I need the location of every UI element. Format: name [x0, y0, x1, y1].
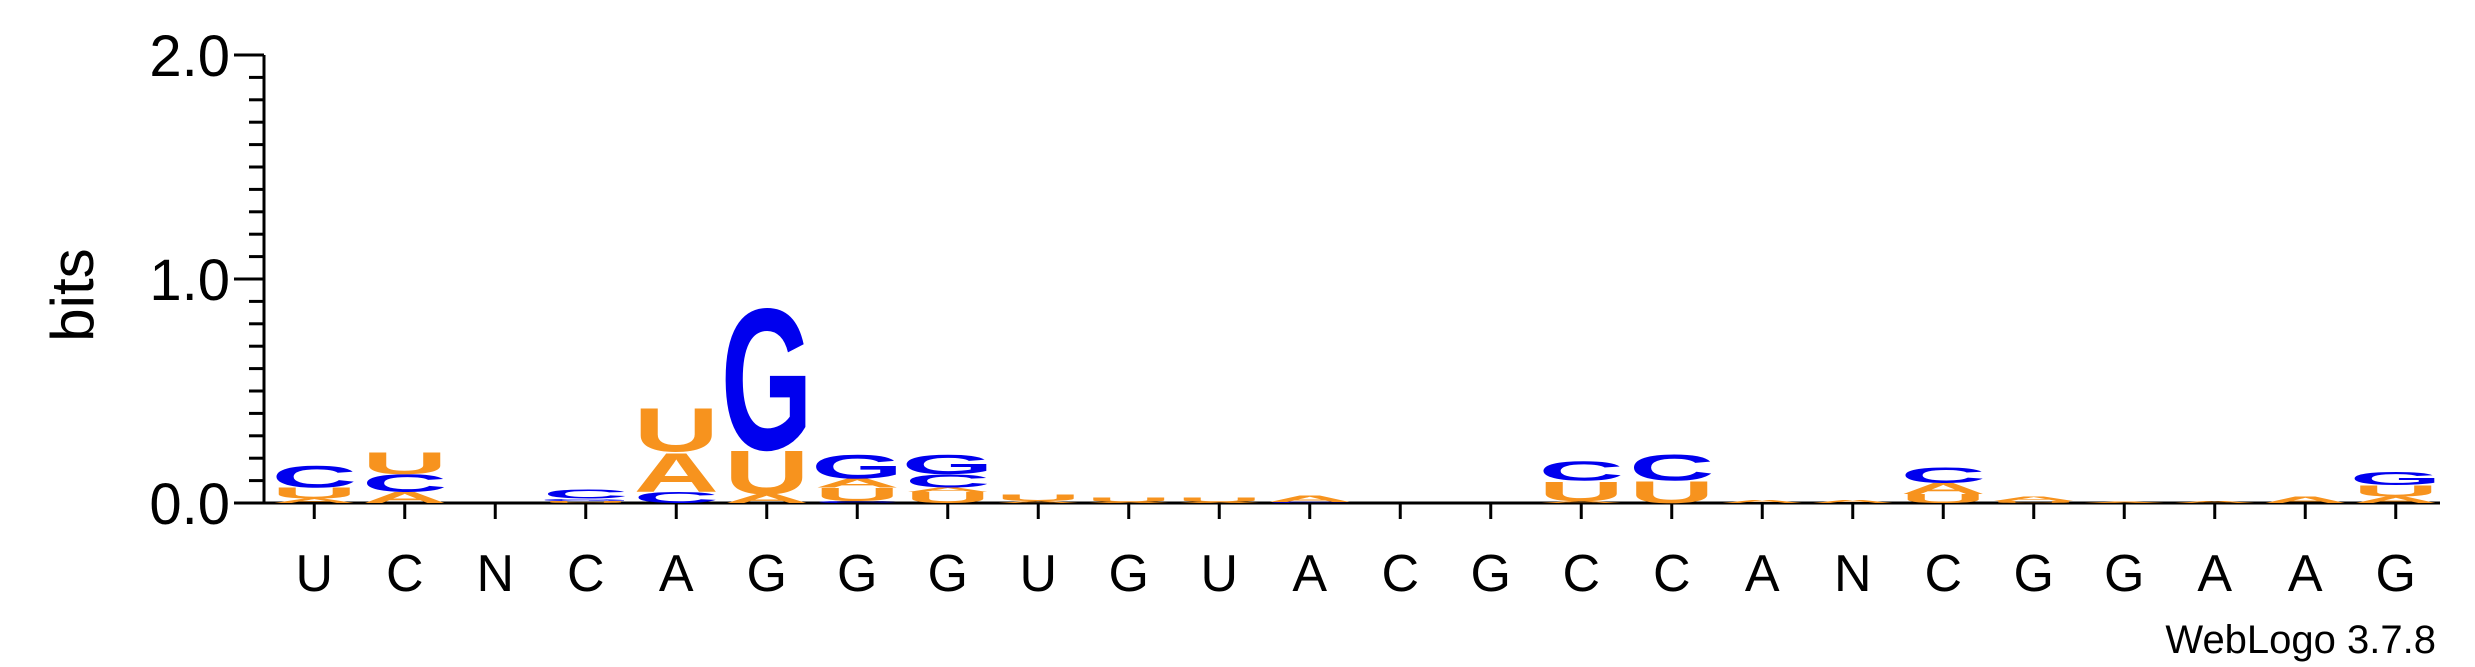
logo-letter: A	[724, 492, 809, 506]
logo-letter: G	[2350, 468, 2442, 489]
y-tick-label: 0.0	[149, 472, 230, 537]
logo-letter: A	[815, 476, 900, 490]
logo-letter: C	[815, 500, 900, 503]
logo-letter: U	[1901, 492, 1986, 506]
logo-letter: C	[362, 470, 447, 498]
x-tick-label: C	[1381, 545, 1419, 603]
x-tick-label: C	[1924, 545, 1962, 603]
logo-letter: U	[905, 489, 990, 506]
x-tick-label: A	[1292, 545, 1327, 603]
x-tick-label: G	[2104, 545, 2144, 603]
y-axis-label: bits	[39, 248, 106, 341]
logo-letter: A	[905, 486, 990, 493]
logo-letter: C	[905, 470, 990, 491]
logo-letter: G	[721, 267, 813, 493]
x-tick-label: G	[747, 545, 787, 603]
logo-letter: C	[634, 489, 719, 506]
logo-letter: A	[996, 500, 1081, 503]
logo-letter: A	[2082, 502, 2167, 504]
x-tick-label: G	[2376, 545, 2416, 603]
logo-letter: A	[272, 497, 357, 504]
x-tick-label: N	[1834, 545, 1872, 603]
x-tick-label: A	[1745, 545, 1780, 603]
logo-letter: U	[634, 396, 719, 465]
logo-letter: U	[543, 500, 628, 503]
logo-letter: A	[1539, 500, 1624, 503]
x-tick-label: G	[837, 545, 877, 603]
x-tick-label: C	[567, 545, 605, 603]
logo-letter: U	[724, 439, 809, 508]
logo-letter: U	[272, 484, 357, 501]
logo-letter: U	[362, 446, 447, 481]
x-tick-label: A	[2197, 545, 2232, 603]
x-tick-label: G	[928, 545, 968, 603]
chart-axes: 0.0 1.0 2.0	[149, 24, 2440, 537]
x-tick-label: G	[1109, 545, 1149, 603]
logo-letter: U	[2353, 482, 2438, 499]
x-tick-label: U	[1200, 545, 1238, 603]
logo-letter: G	[540, 498, 632, 501]
x-tick-label: N	[476, 545, 514, 603]
x-tick-label: U	[295, 545, 333, 603]
logo-letter: A	[2172, 500, 2257, 503]
logo-letter: U	[1086, 496, 1171, 503]
logo-letter: A	[1177, 502, 1262, 504]
logo-letter: U	[1539, 476, 1624, 507]
logo-letter: A	[634, 441, 719, 504]
weblogo-credit: WebLogo 3.7.8	[2165, 618, 2436, 662]
y-tick-label: 1.0	[149, 248, 230, 313]
logo-letter: A	[1901, 480, 1986, 497]
logo-letter: A	[2263, 495, 2348, 505]
x-tick-label: A	[659, 545, 694, 603]
x-tick-label: U	[1019, 545, 1057, 603]
logo-letter: U	[1629, 475, 1714, 510]
x-tick-label: G	[2014, 545, 2054, 603]
x-tick-label: C	[1562, 545, 1600, 603]
logo-letter: A	[1267, 493, 1352, 503]
logo-letter: U	[815, 484, 900, 505]
logo-letter: G	[902, 449, 994, 480]
x-tick-label: A	[2288, 545, 2323, 603]
logo-letter: U	[996, 492, 1081, 502]
logo-letter: U	[1991, 500, 2076, 503]
logo-letter: C	[1539, 455, 1624, 486]
logo-letter: A	[1991, 495, 2076, 502]
logo-letter: U	[1177, 496, 1262, 503]
logo-letter: C	[543, 487, 628, 501]
logo-letter: C	[1267, 502, 1352, 504]
x-tick-label: G	[1471, 545, 1511, 603]
y-tick-label: 2.0	[149, 24, 230, 89]
x-tick-label: C	[1653, 545, 1691, 603]
logo-letter: C	[272, 460, 357, 495]
logo-letter: A	[1086, 502, 1171, 504]
logo-letter: G	[811, 448, 903, 486]
logo-letter: A	[1720, 499, 1805, 504]
logo-letter: C	[1901, 463, 1986, 487]
logo-letter: C	[1629, 447, 1714, 489]
logo-letter: A	[362, 489, 447, 506]
x-tick-label: C	[386, 545, 424, 603]
logo-letter: A	[2353, 495, 2438, 505]
logo-letter: A	[1810, 499, 1895, 504]
